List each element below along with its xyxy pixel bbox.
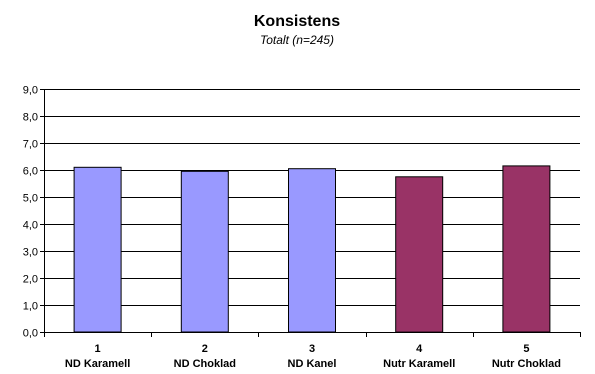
chart-title: Konsistens <box>254 13 340 30</box>
y-tick-label: 2,0 <box>23 274 38 286</box>
x-tick-label: Nutr Choklad <box>492 358 561 370</box>
y-tick-label: 7,0 <box>23 139 38 151</box>
x-tick-number: 2 <box>202 343 208 355</box>
x-tick-label: ND Kanel <box>288 358 337 370</box>
y-tick-label: 1,0 <box>23 301 38 313</box>
x-tick-label: ND Karamell <box>65 358 130 370</box>
x-tick-label: Nutr Karamell <box>383 358 455 370</box>
x-tick-number: 3 <box>309 343 315 355</box>
x-tick-number: 4 <box>416 343 423 355</box>
x-axis-tick-labels: 1 ND Karamell 2 ND Choklad 3 ND Kanel 4 Nutr Ka… <box>65 343 561 370</box>
x-tick-label: ND Choklad <box>174 358 236 370</box>
bar-1 <box>73 166 122 333</box>
y-tick-label: 0,0 <box>23 328 38 340</box>
y-tick-label: 4,0 <box>23 220 38 232</box>
bar-5 <box>502 165 551 333</box>
bar-2 <box>180 170 229 333</box>
y-tick-label: 5,0 <box>23 193 38 205</box>
chart-subtitle: Totalt (n=245) <box>260 33 334 47</box>
bar-3 <box>288 168 336 333</box>
axes <box>40 89 581 337</box>
y-axis-tick-labels: 0,0 1,0 2,0 3,0 4,0 5,0 6,0 7,0 8,0 9,0 <box>23 85 38 340</box>
y-tick-label: 9,0 <box>23 85 38 97</box>
bars <box>73 165 551 333</box>
x-tick-number: 5 <box>523 343 529 355</box>
y-tick-label: 6,0 <box>23 166 38 178</box>
bar-4 <box>395 176 444 333</box>
x-tick-number: 1 <box>95 343 101 355</box>
y-tick-label: 3,0 <box>23 247 38 259</box>
y-tick-label: 8,0 <box>23 112 38 124</box>
